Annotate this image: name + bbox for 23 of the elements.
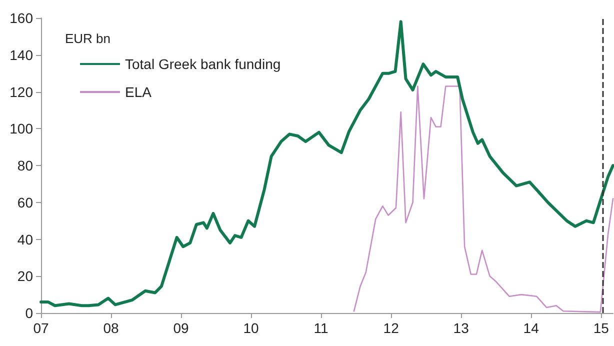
y-tick-label: 60	[17, 194, 34, 210]
line-series	[40, 20, 614, 308]
x-tick-label: 09	[173, 320, 190, 336]
y-tick-label: 160	[10, 10, 34, 26]
y-tick-label: 100	[10, 120, 34, 137]
x-tick-label: 14	[523, 320, 540, 336]
legend-label: Total Greek bank funding	[125, 56, 281, 72]
x-tick-label: 13	[453, 320, 470, 336]
y-tick-label: 20	[17, 268, 34, 284]
y-tick-label: 80	[17, 158, 34, 174]
legend-label: ELA	[125, 84, 152, 100]
y-tick-label: 0	[25, 305, 34, 321]
x-tick-label: 07	[33, 320, 49, 336]
x-tick-label: 12	[383, 320, 400, 336]
x-tick-label: 11	[314, 320, 329, 336]
y-tick-label: 40	[17, 231, 34, 248]
x-tick-label: 10	[243, 320, 260, 336]
x-tick-label: 08	[103, 320, 120, 336]
y-tick-label: 140	[10, 46, 34, 63]
y-tick-label: 120	[10, 84, 34, 100]
x-tick-label: 15	[593, 320, 610, 336]
y-axis-title: EUR bn	[65, 31, 111, 46]
line-series	[353, 86, 614, 313]
